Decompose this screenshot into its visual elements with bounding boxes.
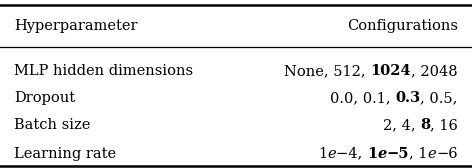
Text: 1: 1 bbox=[319, 147, 328, 161]
Text: e: e bbox=[377, 147, 387, 161]
Text: None, 512,: None, 512, bbox=[284, 64, 371, 78]
Text: Learning rate: Learning rate bbox=[14, 147, 116, 161]
Text: , 16: , 16 bbox=[430, 118, 458, 132]
Text: , 0.5,: , 0.5, bbox=[421, 91, 458, 105]
Text: Dropout: Dropout bbox=[14, 91, 76, 105]
Text: Configurations: Configurations bbox=[347, 19, 458, 33]
Text: 2, 4,: 2, 4, bbox=[383, 118, 420, 132]
Text: e: e bbox=[328, 147, 336, 161]
Text: e: e bbox=[428, 147, 436, 161]
Text: 8: 8 bbox=[420, 118, 430, 132]
Text: −4,: −4, bbox=[336, 147, 367, 161]
Text: Batch size: Batch size bbox=[14, 118, 91, 132]
Text: MLP hidden dimensions: MLP hidden dimensions bbox=[14, 64, 194, 78]
Text: 0.0, 0.1,: 0.0, 0.1, bbox=[330, 91, 396, 105]
Text: −5: −5 bbox=[387, 147, 409, 161]
Text: 1: 1 bbox=[367, 147, 377, 161]
Text: 0.3: 0.3 bbox=[396, 91, 421, 105]
Text: , 1: , 1 bbox=[409, 147, 428, 161]
Text: −6: −6 bbox=[436, 147, 458, 161]
Text: 1024: 1024 bbox=[371, 64, 411, 78]
Text: , 2048: , 2048 bbox=[411, 64, 458, 78]
Text: Hyperparameter: Hyperparameter bbox=[14, 19, 138, 33]
